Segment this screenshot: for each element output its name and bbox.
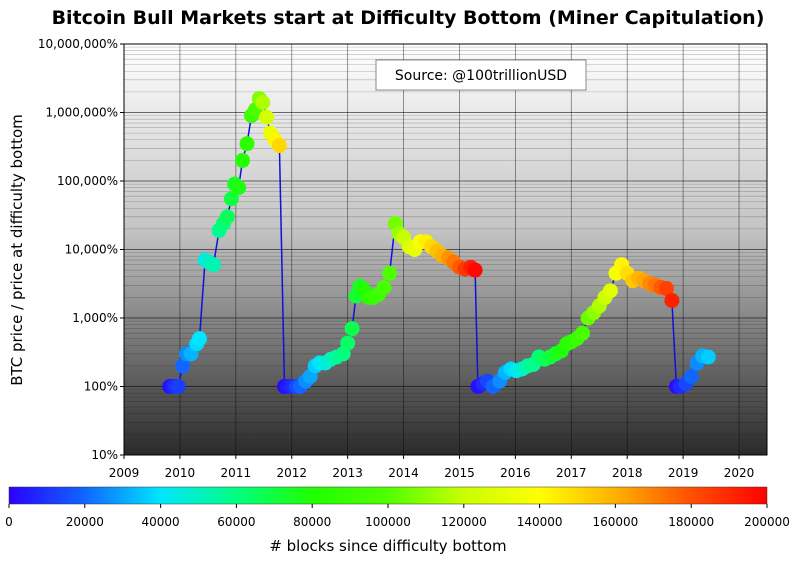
colorbar-ticks: 0 20000 40000 60000 80000 100000 120000 140000 1… <box>5 504 790 529</box>
x-tick-label: 2012 <box>276 466 307 480</box>
data-points <box>162 91 716 394</box>
y-tick-label: 10% <box>91 448 118 462</box>
y-tick-label: 100% <box>84 380 118 394</box>
x-tick-label: 2011 <box>221 466 252 480</box>
y-tick-label: 1,000,000% <box>46 106 118 120</box>
data-point <box>382 265 398 281</box>
colorbar-tick-label: 0 <box>5 515 13 529</box>
x-tick-label: 2009 <box>109 466 140 480</box>
data-point <box>602 283 618 299</box>
data-point <box>664 293 680 308</box>
data-point <box>658 281 674 296</box>
data-point <box>219 209 235 225</box>
colorbar-tick-label: 120000 <box>441 515 487 529</box>
data-point <box>271 138 287 153</box>
gridlines <box>123 44 767 456</box>
y-tick-label: 1,000% <box>72 311 118 325</box>
data-point <box>175 358 191 374</box>
colorbar-tick-label: 160000 <box>592 515 638 529</box>
colorbar-tick-label: 100000 <box>365 515 411 529</box>
data-point <box>684 369 699 384</box>
y-axis-ticks: 10% 100% 1,000% 10,000% 100,000% 1,000,000% 10… <box>38 37 124 462</box>
x-tick-label: 2013 <box>332 466 363 480</box>
colorbar-tick-label: 180000 <box>668 515 714 529</box>
colorbar <box>8 486 768 505</box>
data-point <box>575 325 590 341</box>
x-tick-label: 2010 <box>165 466 196 480</box>
data-point <box>259 109 275 125</box>
colorbar-tick-label: 20000 <box>66 515 104 529</box>
x-tick-label: 2019 <box>668 466 699 480</box>
data-point <box>255 95 271 110</box>
data-point <box>206 257 221 273</box>
data-point <box>192 331 207 347</box>
colorbar-tick-label: 80000 <box>293 515 331 529</box>
x-tick-label: 2018 <box>612 466 643 480</box>
x-tick-label: 2016 <box>500 466 531 480</box>
y-tick-label: 10,000,000% <box>38 37 118 51</box>
data-point <box>340 335 356 351</box>
x-tick-label: 2014 <box>388 466 419 480</box>
data-point <box>223 191 239 207</box>
data-point <box>235 152 250 168</box>
colorbar-tick-label: 200000 <box>744 515 790 529</box>
y-axis-label: BTC price / price at difficulty bottom <box>8 114 26 386</box>
y-tick-label: 100,000% <box>57 174 118 188</box>
x-tick-label: 2020 <box>724 466 755 480</box>
x-tick-label: 2017 <box>556 466 587 480</box>
x-axis-ticks: 2009 2010 2011 2012 2013 2014 2015 2016 2017 2018… <box>109 455 755 480</box>
data-point <box>467 262 483 278</box>
x-tick-label: 2015 <box>444 466 475 480</box>
source-annotation: Source: @100trillionUSD <box>395 68 567 84</box>
data-point <box>170 379 186 394</box>
chart-title: Bitcoin Bull Markets start at Difficulty… <box>52 7 765 29</box>
colorbar-tick-label: 140000 <box>517 515 563 529</box>
source-annotation-box: Source: @100trillionUSD <box>375 59 587 91</box>
data-point <box>239 136 255 152</box>
data-point <box>231 180 247 196</box>
colorbar-label: # blocks since difficulty bottom <box>269 537 506 555</box>
data-point <box>376 279 392 295</box>
data-point <box>700 349 716 365</box>
colorbar-tick-label: 40000 <box>142 515 180 529</box>
data-point <box>344 321 360 337</box>
y-tick-label: 10,000% <box>65 243 118 257</box>
colorbar-tick-label: 60000 <box>217 515 255 529</box>
